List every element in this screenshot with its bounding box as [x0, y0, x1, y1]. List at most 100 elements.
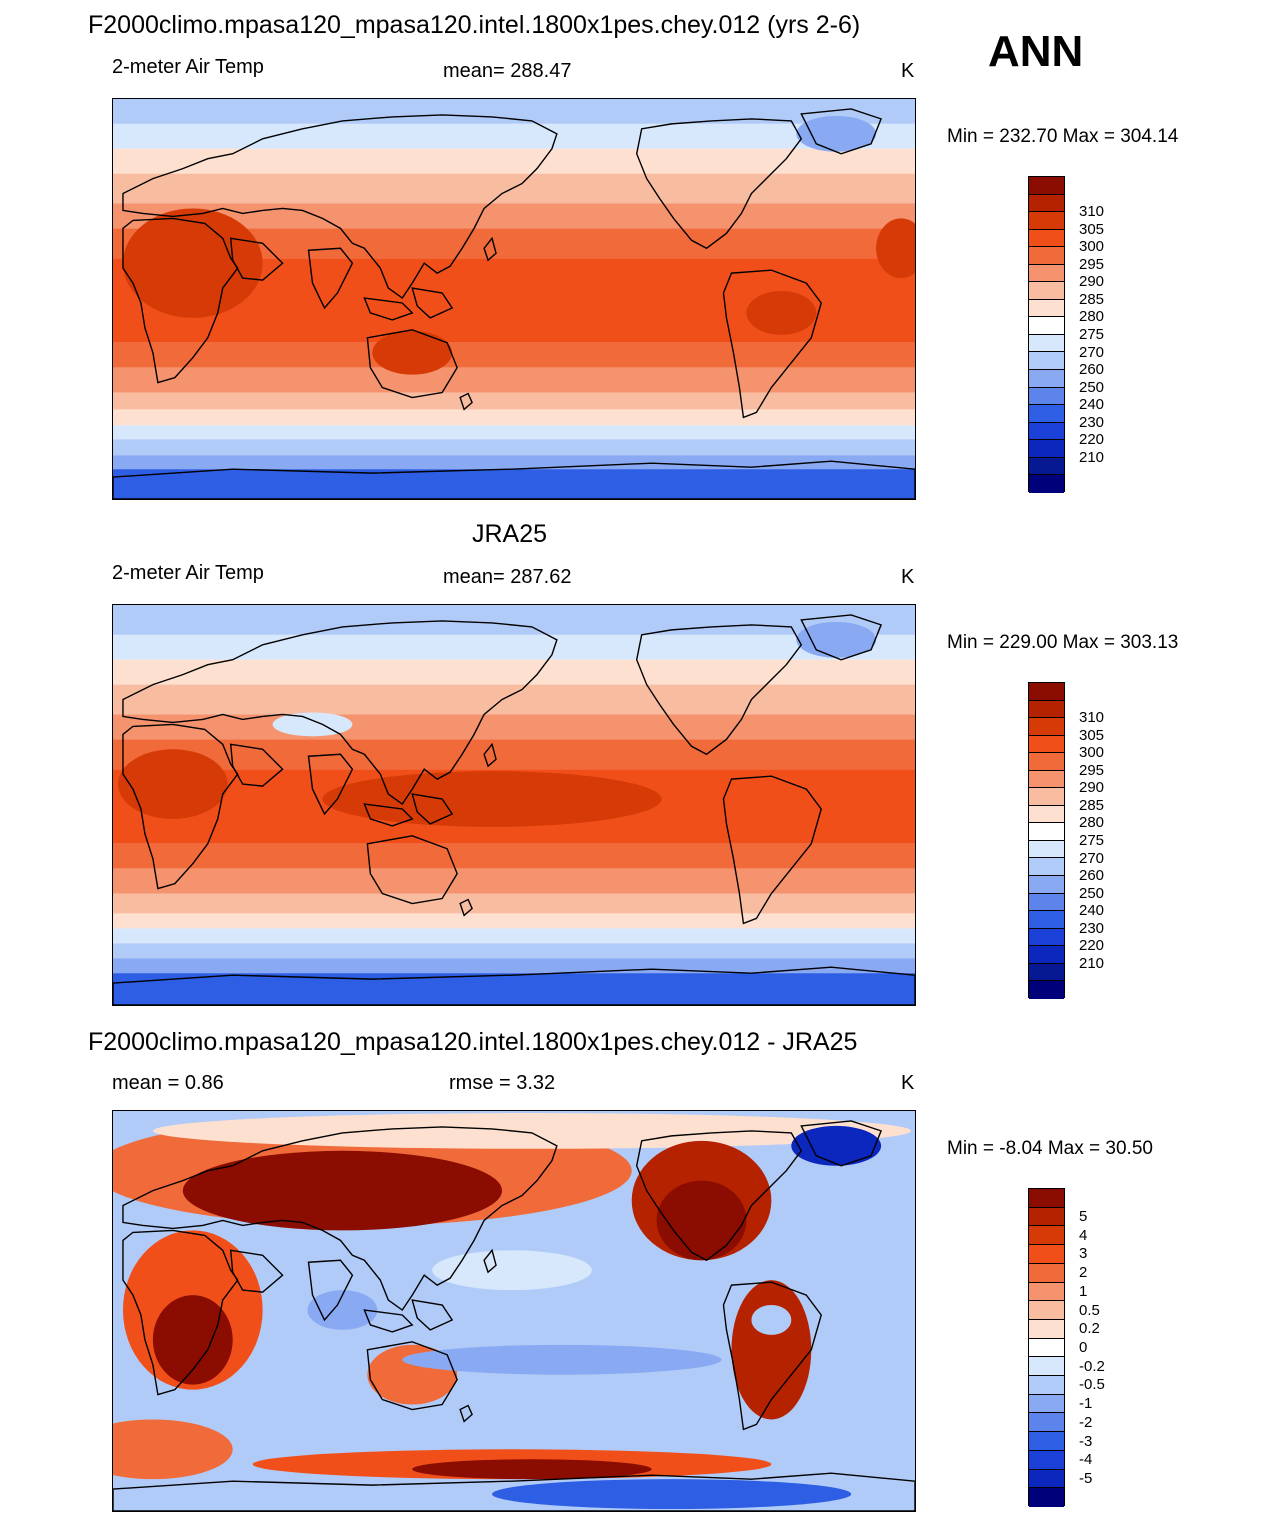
colorbar-box: [1029, 946, 1064, 964]
panel3-mean-label: mean = 0.86: [112, 1072, 224, 1094]
colorbar-tick-label: 3: [1079, 1245, 1088, 1263]
colorbar-box: [1029, 683, 1064, 701]
coastline: [411, 1299, 454, 1331]
colorbar-box: [1029, 457, 1064, 476]
colorbar-box: [1029, 370, 1064, 388]
colorbar-tick-label: -0.5: [1079, 1376, 1105, 1394]
colorbar-box: [1029, 177, 1064, 195]
colorbar-box: [1029, 264, 1064, 283]
coastline: [800, 1120, 883, 1167]
panel2-title: JRA25: [472, 520, 548, 548]
panel3-units-label: K: [901, 1072, 915, 1094]
colorbar-box: [1029, 788, 1064, 806]
colorbar-box: [1029, 334, 1064, 353]
coastline: [483, 1248, 497, 1274]
panel3-minmax: Min = -8.04 Max = 30.50: [947, 1138, 1153, 1159]
panel3-rmse-label: rmse = 3.32: [449, 1072, 556, 1094]
colorbar-box: [1029, 475, 1064, 493]
colorbar-box: [1029, 1263, 1064, 1283]
coastline: [363, 1309, 414, 1333]
coastline: [122, 1126, 558, 1311]
colorbar-tick-label: 2: [1079, 1264, 1088, 1282]
colorbar-tick-label: 270: [1079, 343, 1105, 361]
colorbar-tick-label: 230: [1079, 413, 1105, 431]
colorbar-tick-label: 260: [1079, 361, 1105, 379]
colorbar-tick-label: -2: [1079, 1413, 1093, 1431]
coastline: [366, 1341, 458, 1411]
colorbar-tick-label: 310: [1079, 203, 1105, 221]
colorbar-tick-label: 305: [1079, 726, 1105, 744]
colorbar-box: [1029, 1245, 1064, 1264]
panel1-minmax: Min = 232.70 Max = 304.14: [947, 126, 1179, 147]
colorbar-tick-label: 290: [1079, 273, 1105, 291]
panel2-colorbar: [1028, 682, 1065, 999]
colorbar-box: [1029, 753, 1064, 771]
panel2-units-label: K: [901, 566, 915, 588]
coastline: [366, 835, 458, 905]
colorbar-tick-label: 285: [1079, 796, 1105, 814]
map-field: [113, 99, 915, 499]
colorbar-box: [1029, 805, 1064, 824]
coastline: [483, 742, 497, 768]
colorbar-box: [1029, 981, 1064, 999]
colorbar-box: [1029, 1488, 1064, 1507]
colorbar-tick-label: 4: [1079, 1226, 1088, 1244]
colorbar-tick-label: 300: [1079, 744, 1105, 762]
colorbar-box: [1029, 963, 1064, 982]
colorbar-tick-label: 300: [1079, 238, 1105, 256]
coastline: [411, 793, 454, 825]
colorbar-tick-label: 285: [1079, 290, 1105, 308]
colorbar-box: [1029, 317, 1064, 335]
colorbar-box: [1029, 893, 1064, 912]
colorbar-box: [1029, 387, 1064, 406]
colorbar-box: [1029, 840, 1064, 859]
coastline: [113, 966, 915, 1005]
coastline: [363, 297, 414, 321]
coastline: [122, 620, 558, 805]
colorbar-box: [1029, 247, 1064, 265]
colorbar-tick-label: -0.2: [1079, 1357, 1105, 1375]
colorbar-tick-label: -3: [1079, 1432, 1093, 1450]
colorbar-tick-label: 210: [1079, 448, 1105, 466]
coastline: [229, 237, 284, 281]
colorbar-tick-label: 240: [1079, 902, 1105, 920]
colorbar-box: [1029, 212, 1064, 230]
coastline: [722, 1281, 823, 1431]
colorbar-tick-label: 275: [1079, 832, 1105, 849]
coastline: [722, 269, 823, 419]
colorbar-tick-label: 250: [1079, 378, 1105, 396]
colorbar-box: [1029, 770, 1064, 789]
coastline: [411, 287, 454, 319]
colorbar-box: [1029, 1394, 1064, 1414]
coastline: [459, 392, 473, 411]
colorbar-box: [1029, 1338, 1064, 1358]
colorbar-tick-label: 0: [1079, 1339, 1088, 1356]
colorbar-box: [1029, 823, 1064, 841]
colorbar-box: [1029, 1189, 1064, 1208]
coastline: [307, 753, 354, 816]
colorbar-tick-label: 220: [1079, 937, 1105, 955]
panel1-map: [112, 98, 916, 500]
colorbar-box: [1029, 718, 1064, 736]
coastline: [722, 775, 823, 925]
season-label: ANN: [988, 27, 1084, 76]
coastline: [122, 1229, 239, 1396]
colorbar-box: [1029, 299, 1064, 318]
colorbar-tick-label: -1: [1079, 1395, 1093, 1413]
colorbar-tick-label: 270: [1079, 849, 1105, 867]
panel2-variable-label: 2-meter Air Temp: [112, 562, 264, 584]
colorbar-box: [1029, 352, 1064, 371]
colorbar-tick-label: 220: [1079, 431, 1105, 449]
colorbar-tick-label: 290: [1079, 779, 1105, 797]
panel1-variable-label: 2-meter Air Temp: [112, 56, 264, 78]
colorbar-box: [1029, 1282, 1064, 1302]
coastline: [635, 118, 803, 250]
colorbar-box: [1029, 1207, 1064, 1227]
colorbar-box: [1029, 858, 1064, 877]
map-field: [113, 1111, 915, 1511]
coastline: [635, 624, 803, 756]
colorbar-box: [1029, 735, 1064, 754]
panel2-mean-label: mean= 287.62: [443, 566, 572, 588]
colorbar-box: [1029, 405, 1064, 423]
coastline: [800, 614, 883, 661]
